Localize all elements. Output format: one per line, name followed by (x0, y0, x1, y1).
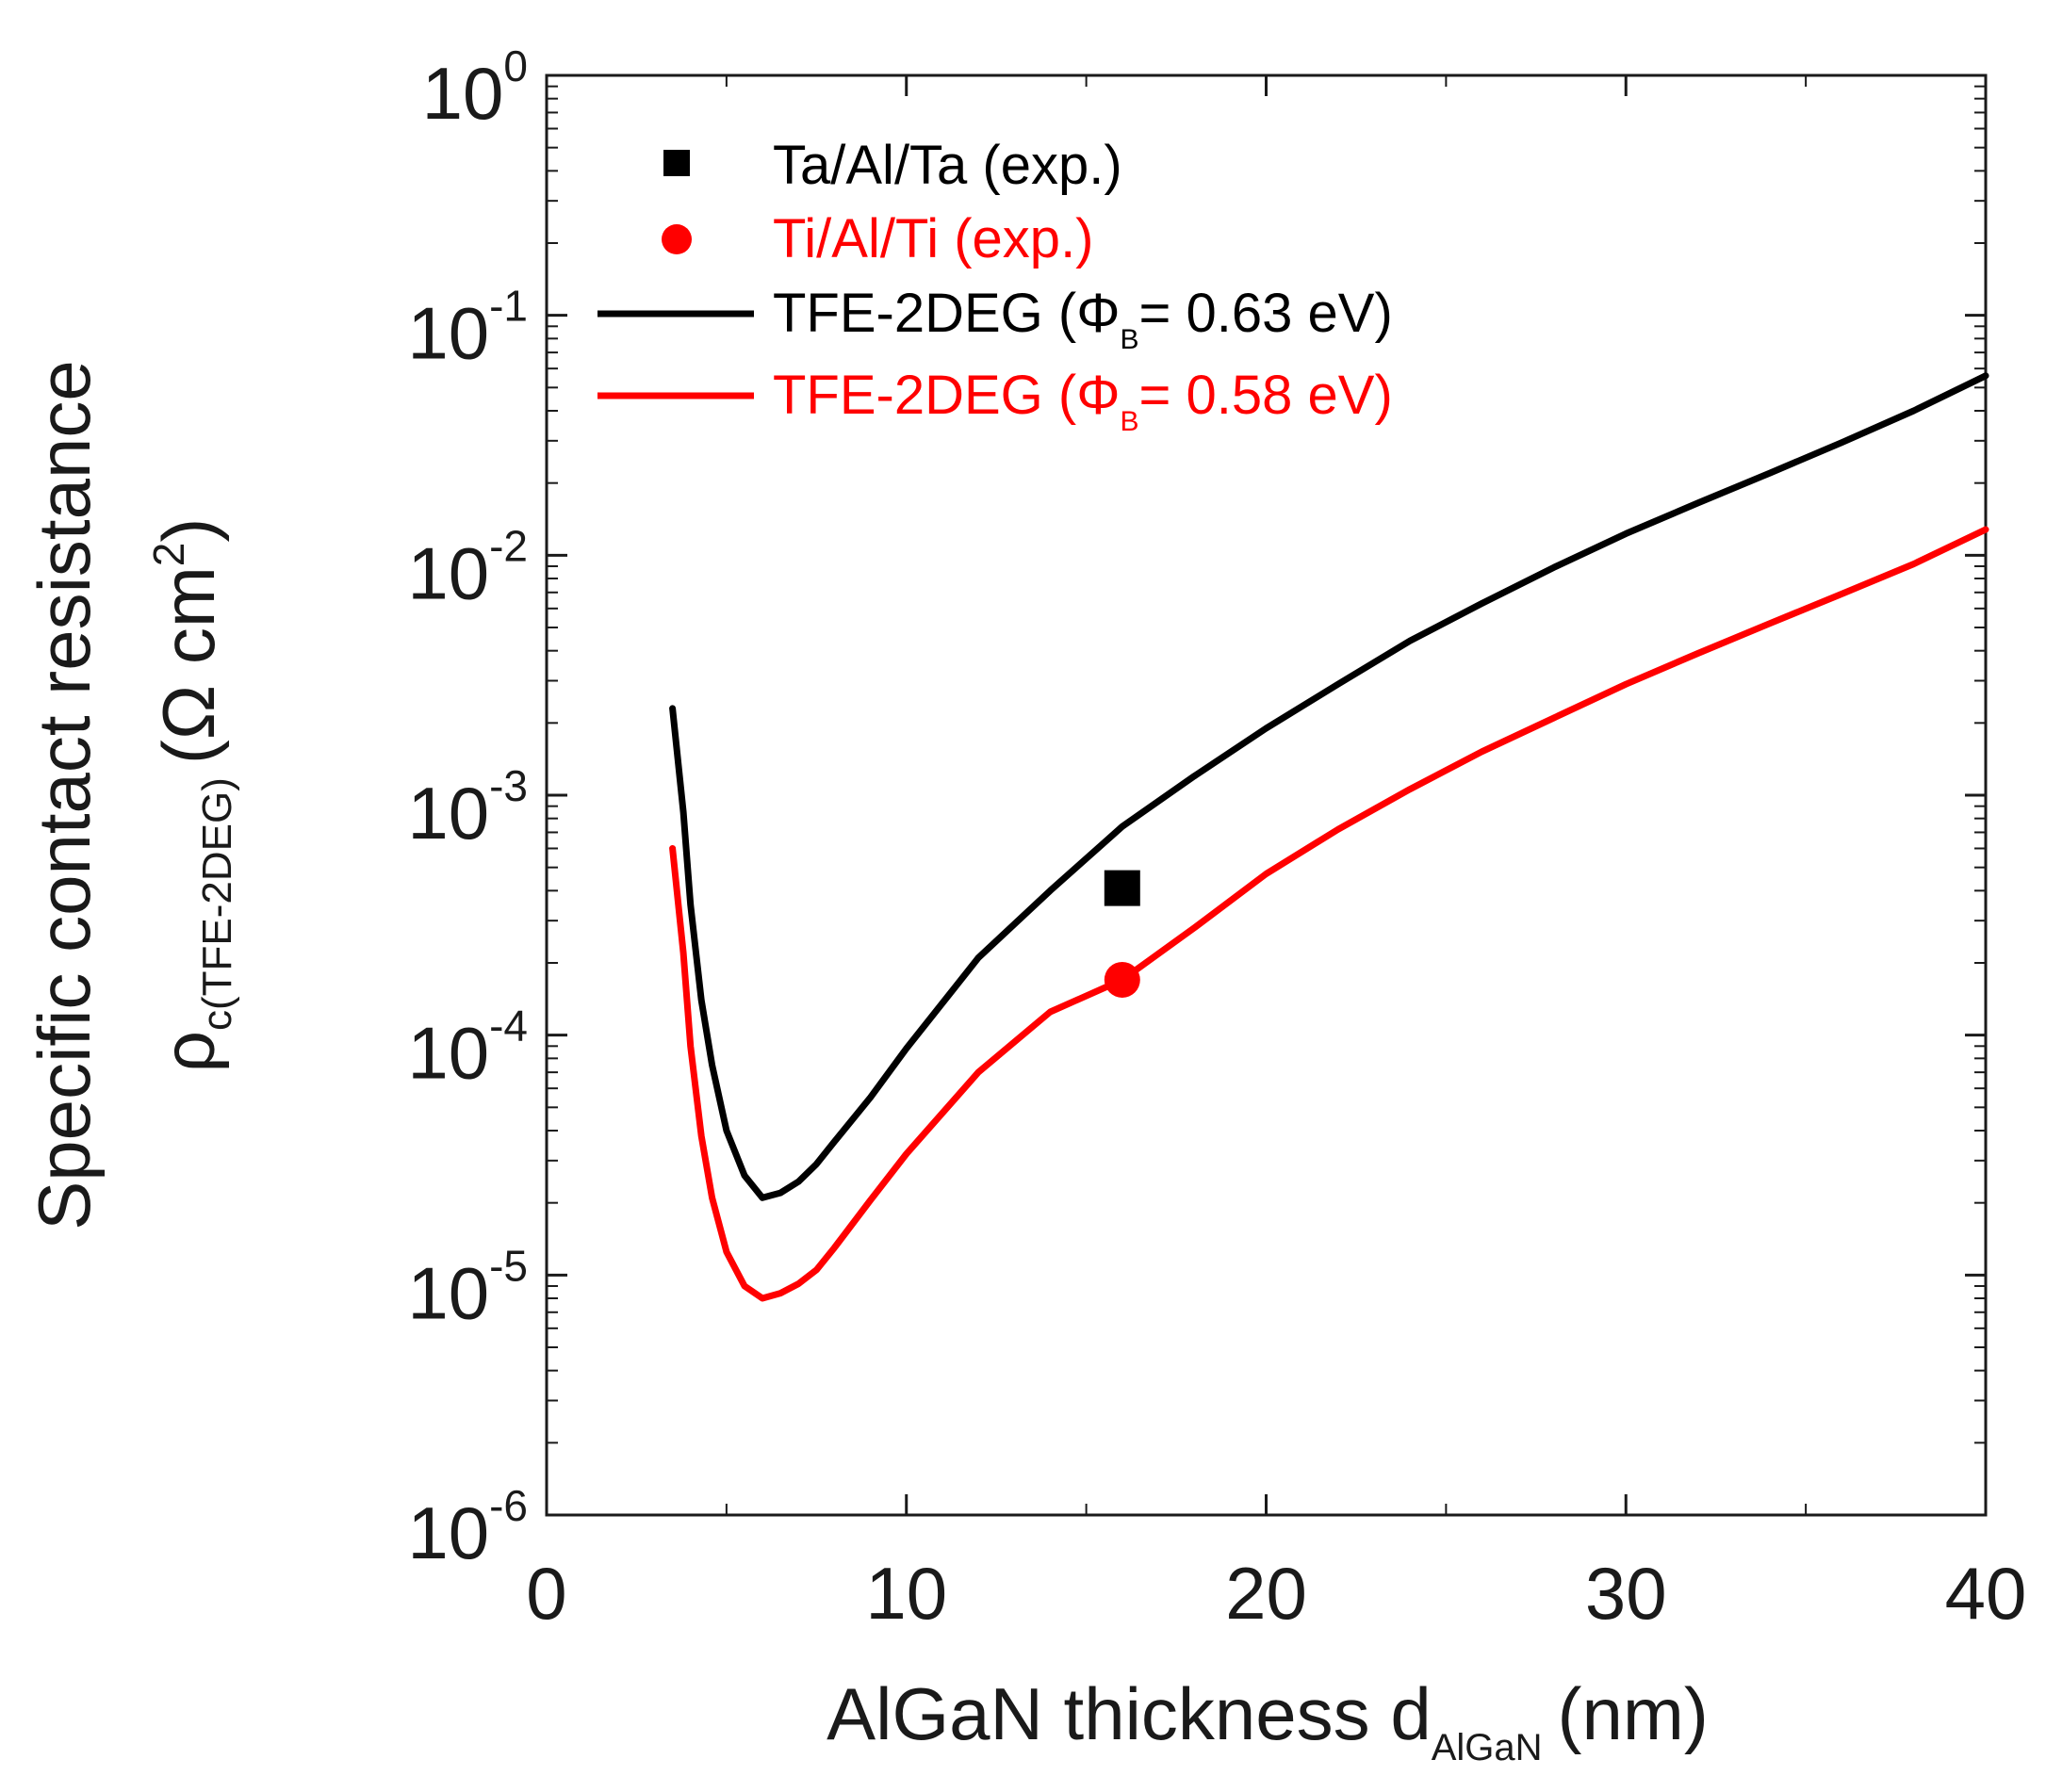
legend: Ta/Al/Ta (exp.) Ti/Al/Ti (exp.) TFE-2DEG… (597, 135, 1393, 437)
legend-marker-square (663, 150, 690, 176)
minor-ticks (547, 75, 1986, 1515)
y-tick-label-1e0: 100 (422, 41, 528, 135)
x-tick-label-20: 20 (1225, 1552, 1307, 1635)
data-point-ta-al-ta (1104, 870, 1140, 906)
y-tick-label-1e-3: 10-3 (407, 761, 528, 855)
x-tick-label-0: 0 (526, 1552, 566, 1635)
y-axis-title: Specific contact resistance ρc(TFE-2DEG)… (23, 360, 240, 1230)
y-axis-title-line2: ρc(TFE-2DEG)(Ω cm2) (144, 518, 240, 1073)
major-ticks (545, 73, 1988, 1517)
series-line-0.63ev (669, 372, 1989, 1201)
data-point-ti-al-ti (1104, 961, 1140, 998)
x-tick-label-30: 30 (1585, 1552, 1667, 1635)
x-tick-labels: 0 10 20 30 40 (526, 1552, 2026, 1635)
y-tick-label-1e-4: 10-4 (407, 1002, 528, 1095)
y-axis-title-line1: Specific contact resistance (23, 360, 106, 1230)
x-axis-title: AlGaN thickness dAlGaN (nm) (827, 1672, 1709, 1768)
y-tick-label-1e-2: 10-2 (407, 521, 528, 614)
x-tick-label-10: 10 (865, 1552, 947, 1635)
legend-label-ta-al-ta: Ta/Al/Ta (exp.) (773, 135, 1122, 196)
y-tick-label-1e-6: 10-6 (407, 1481, 528, 1574)
legend-label-tfe-0.63ev: TFE-2DEG (ΦB= 0.63 eV) (773, 283, 1393, 355)
legend-marker-circle (662, 224, 692, 254)
y-tick-labels: 100 10-1 10-2 10-3 10-4 10-5 10-6 (407, 41, 528, 1574)
y-tick-label-1e-5: 10-5 (407, 1241, 528, 1334)
y-tick-label-1e-1: 10-1 (407, 282, 528, 375)
x-tick-label-40: 40 (1945, 1552, 2027, 1635)
legend-label-tfe-0.58ev: TFE-2DEG (ΦB= 0.58 eV) (773, 365, 1393, 437)
legend-label-ti-al-ti: Ti/Al/Ti (exp.) (773, 208, 1094, 269)
series-line-0.58ev (669, 526, 1989, 1302)
